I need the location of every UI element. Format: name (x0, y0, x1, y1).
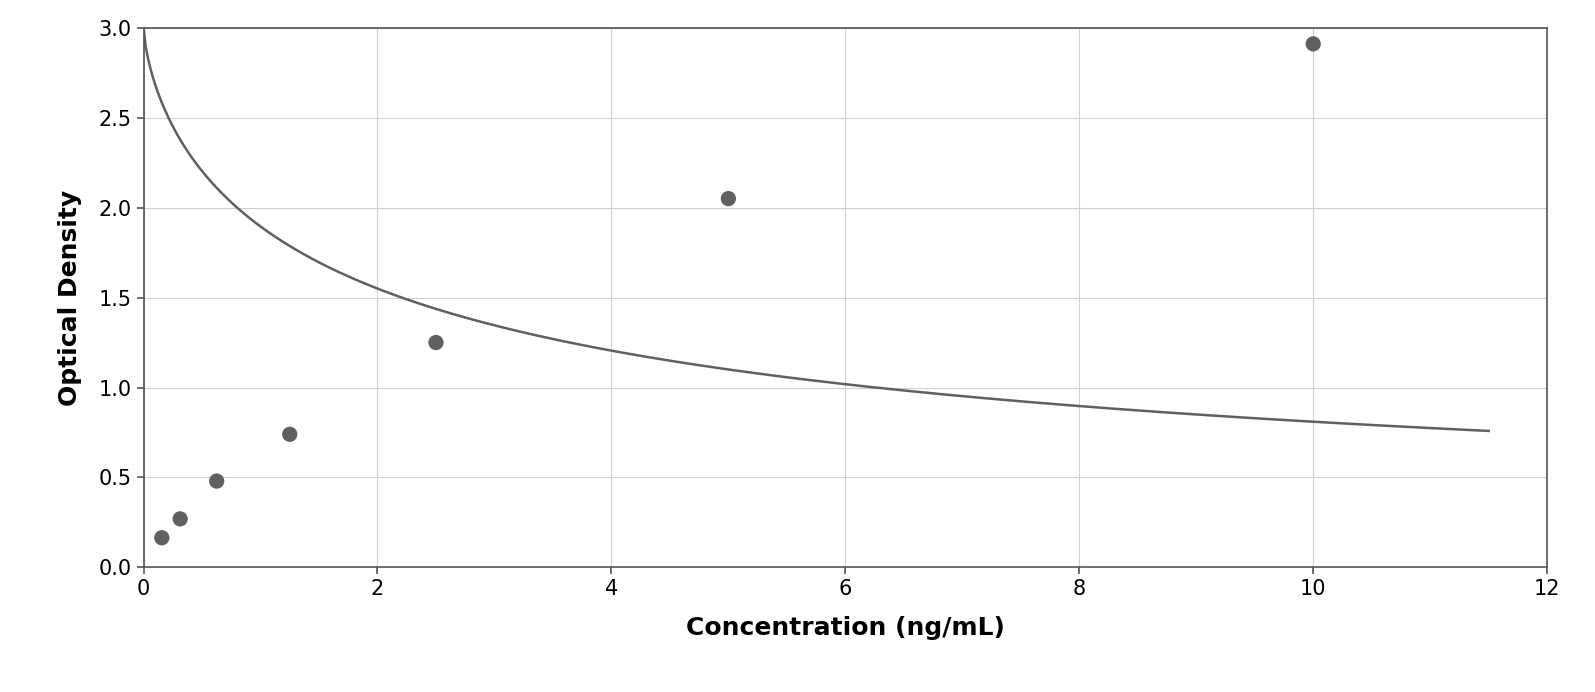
Point (278, 429, 303, 440)
Y-axis label: Optical Density: Optical Density (57, 190, 81, 406)
Point (167, 513, 193, 525)
X-axis label: Concentration (ng/mL): Concentration (ng/mL) (686, 616, 1005, 640)
Point (716, 193, 742, 204)
Point (148, 532, 174, 543)
Point (423, 337, 448, 348)
Point (204, 475, 230, 486)
Point (1300, 38, 1325, 49)
